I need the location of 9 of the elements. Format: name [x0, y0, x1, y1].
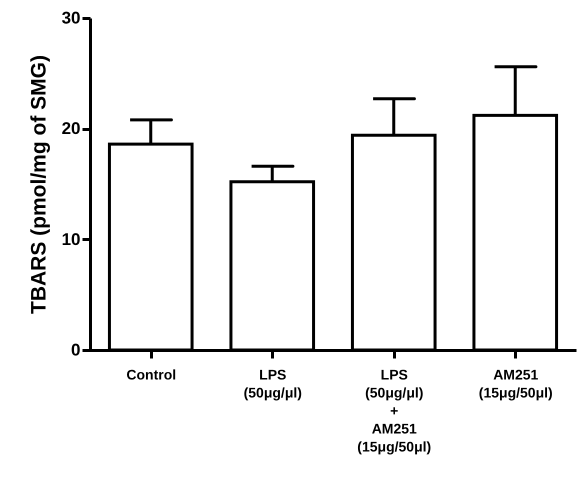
- x-tick-label: AM251 (15μg/50μl): [478, 366, 553, 400]
- x-tick-label: LPS (50μg/μl): [244, 366, 302, 400]
- x-tick-label: LPS (50μg/μl) + AM251 (15μg/50μl): [357, 366, 432, 454]
- y-tick-label: 30: [62, 8, 80, 28]
- y-tick-label: 20: [62, 119, 80, 138]
- y-tick-label: 0: [71, 340, 80, 360]
- x-tick-label: Control: [126, 366, 176, 382]
- y-axis-title: TBARS (pmol/mg of SMG): [28, 55, 51, 314]
- y-tick-label: 10: [62, 230, 80, 249]
